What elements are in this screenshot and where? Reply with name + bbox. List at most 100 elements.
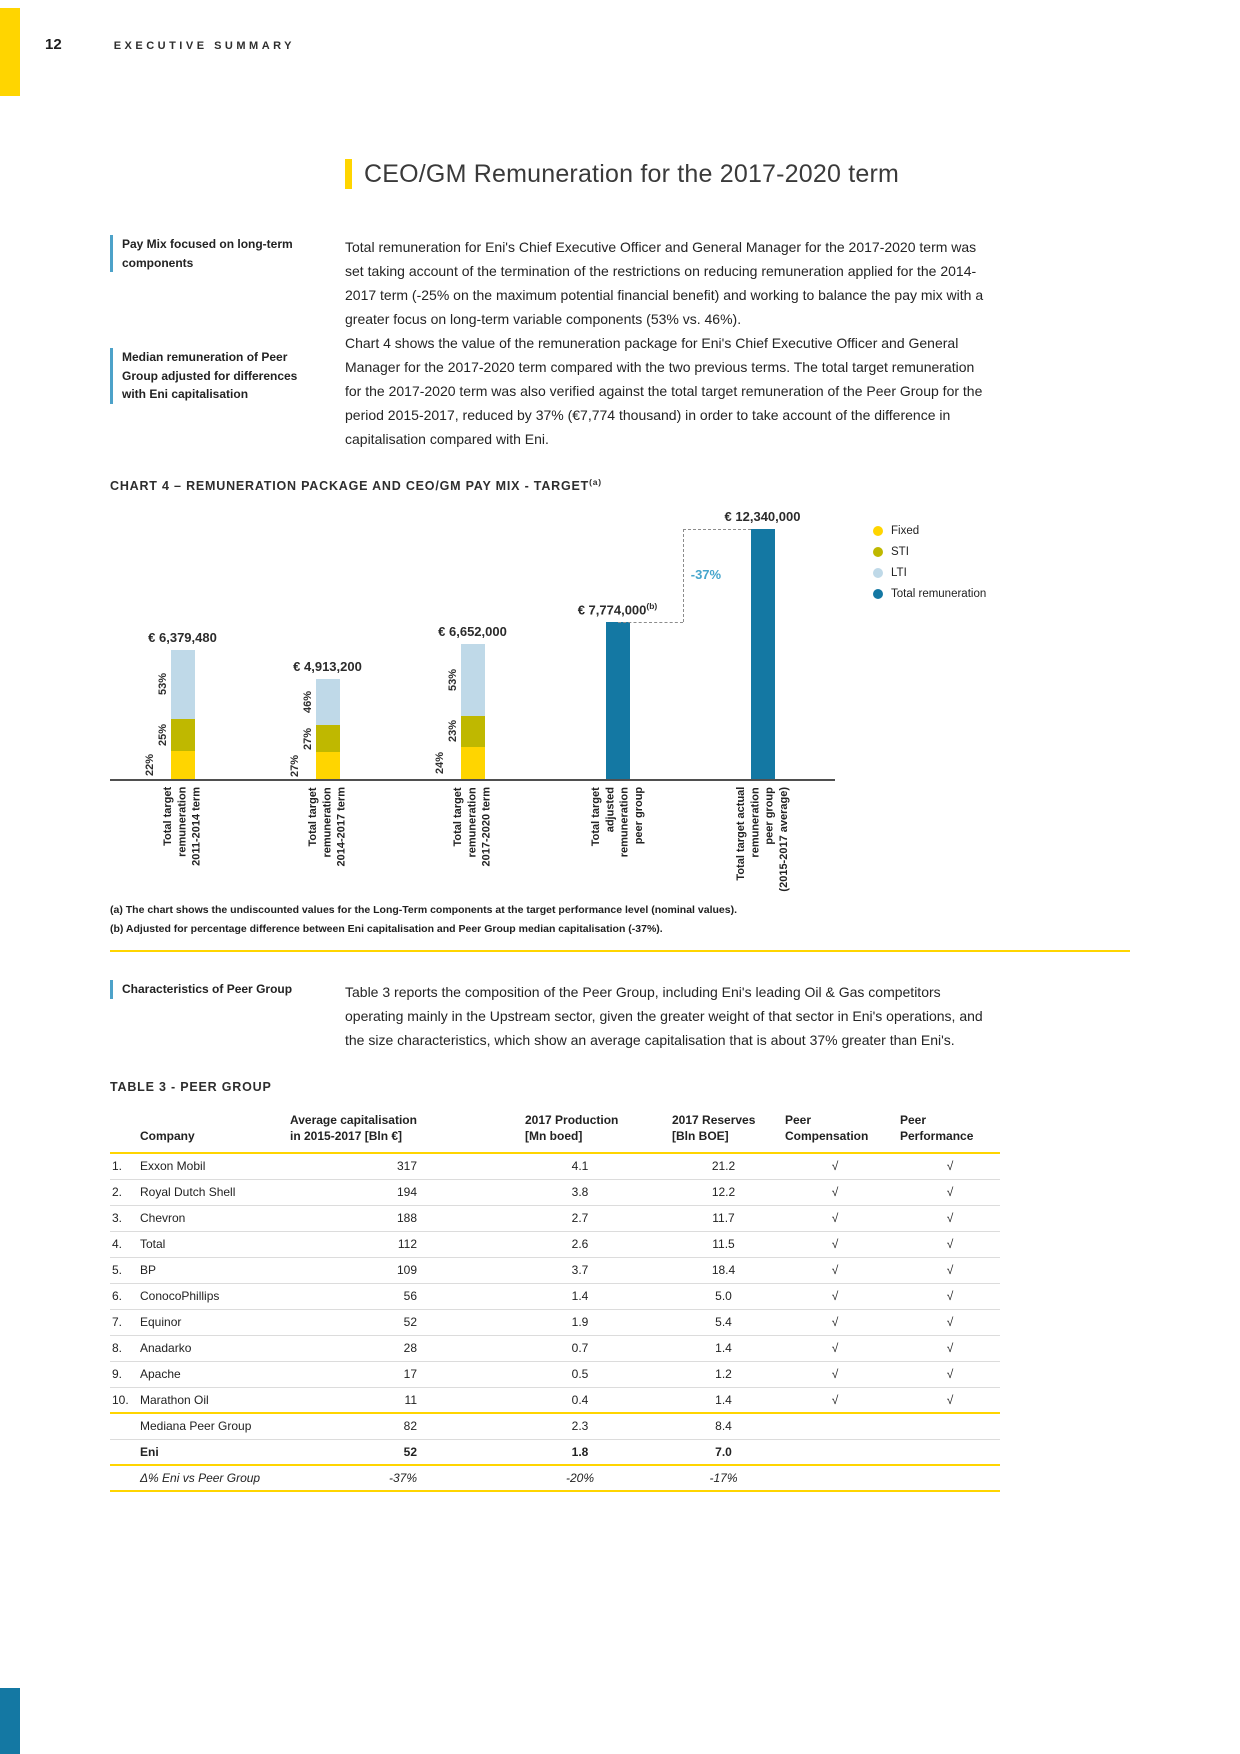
- table-cell: 4.1: [571, 1159, 589, 1174]
- page-title: CEO/GM Remuneration for the 2017-2020 te…: [364, 159, 900, 188]
- sidenote-median-remuneration: Median remuneration of Peer Group adjust…: [110, 348, 320, 404]
- table-cell: 1.8: [571, 1444, 589, 1459]
- chart-heading-footnote-ref: (a): [589, 477, 602, 487]
- table-cell: 11.5: [712, 1237, 735, 1252]
- table-cell: √: [831, 1263, 839, 1278]
- table-cell: 28: [403, 1341, 417, 1356]
- bar-segment-sti: 23%: [447, 715, 485, 747]
- table-row: 10. Marathon Oil 11 0.4 1.4 √ √: [110, 1388, 1000, 1414]
- table-cell: 1.: [112, 1159, 123, 1174]
- peer-group-section: Characteristics of Peer Group Table 3 re…: [110, 979, 1130, 1052]
- footnote-b: (b) Adjusted for percentage difference b…: [110, 922, 663, 935]
- chart-bar-3: € 6,652,000 53% 23% 24%: [400, 503, 545, 780]
- table-row: 2. Royal Dutch Shell 194 3.8 12.2 √ √: [110, 1180, 1000, 1206]
- table-cell: [775, 1450, 885, 1454]
- legend-dot: [873, 526, 883, 537]
- title-block: CEO/GM Remuneration for the 2017-2020 te…: [345, 158, 1130, 190]
- table-cell: 2.3: [571, 1419, 589, 1434]
- table-cell: 2.: [112, 1185, 123, 1200]
- table-cell: √: [831, 1341, 839, 1356]
- bar-segment-fixed: 27%: [289, 752, 340, 780]
- paragraph-2: Chart 4 shows the value of the remunerat…: [345, 335, 983, 447]
- table-cell: -37%: [388, 1470, 417, 1485]
- table-cell: [110, 1424, 140, 1428]
- legend-label: Fixed: [891, 525, 920, 538]
- table-cell: 1.2: [715, 1367, 732, 1382]
- chart-heading: CHART 4 – REMUNERATION PACKAGE AND CEO/G…: [110, 477, 1130, 493]
- table-body: 1. Exxon Mobil 317 4.1 21.2 √ √ 2. Royal Dutch S…: [110, 1154, 1000, 1492]
- table-cell: √: [831, 1367, 839, 1382]
- table-cell: 5.: [112, 1263, 123, 1278]
- segment-percentage-label: 22%: [143, 753, 156, 776]
- bar-segment-lti: 53%: [447, 644, 485, 716]
- table-cell: Apache: [140, 1367, 181, 1382]
- table-cell: 7.0: [715, 1444, 732, 1459]
- table-cell: 0.5: [571, 1367, 589, 1382]
- table-row: 7. Equinor 52 1.9 5.4 √ √: [110, 1310, 1000, 1336]
- table-cell: -17%: [709, 1470, 738, 1485]
- table-cell: √: [946, 1263, 954, 1278]
- sidenote-pay-mix: Pay Mix focused on long-term components: [110, 235, 320, 273]
- table-cell: 12.2: [711, 1185, 736, 1200]
- sidenote-peer-group: Characteristics of Peer Group: [110, 979, 320, 999]
- table-row: Mediana Peer Group 82 2.3 8.4: [110, 1414, 1000, 1440]
- table-cell: √: [831, 1315, 839, 1330]
- table-cell: 1.9: [571, 1315, 589, 1330]
- segment-percentage-label: 24%: [433, 751, 446, 774]
- header-company: Company: [140, 1128, 195, 1143]
- table-cell: [885, 1450, 1000, 1454]
- header-peer-compensation: Peer Compensation: [785, 1112, 869, 1143]
- bar-value-label: € 12,340,000: [724, 509, 801, 525]
- header-2017-production: 2017 Production [Mn boed]: [525, 1112, 619, 1143]
- table-row: 4. Total 112 2.6 11.5 √ √: [110, 1232, 1000, 1258]
- bar: 53% 25% 22%: [144, 650, 195, 780]
- chart-bar-1: € 6,379,480 53% 25% 22%: [110, 503, 255, 780]
- segment-percentage-label: 53%: [446, 668, 459, 691]
- table-cell: 194: [396, 1185, 417, 1200]
- intro-section: Pay Mix focused on long-term components …: [110, 235, 1130, 451]
- table-cell: √: [831, 1289, 839, 1304]
- table-cell: Equinor: [140, 1315, 182, 1330]
- section-divider-rule: [110, 949, 1130, 952]
- bar-value-label: € 6,652,000: [438, 624, 507, 640]
- table-cell: 11: [404, 1392, 417, 1407]
- table-cell: Marathon Oil: [140, 1392, 209, 1407]
- table-row: Eni 52 1.8 7.0: [110, 1440, 1000, 1466]
- table-cell: 18.4: [711, 1263, 736, 1278]
- table-cell: [885, 1476, 1000, 1480]
- table-cell: 8.: [112, 1341, 123, 1356]
- margin-notes: Pay Mix focused on long-term components …: [110, 235, 345, 451]
- table-cell: [775, 1424, 885, 1428]
- table-cell: √: [831, 1392, 839, 1407]
- table-cell: 317: [396, 1159, 417, 1174]
- table-cell: 6.: [112, 1289, 123, 1304]
- table-cell: BP: [140, 1263, 157, 1278]
- segment-percentage-label: 25%: [156, 723, 169, 746]
- table-cell: 4.: [112, 1237, 123, 1252]
- bar-value-label: € 7,774,000(b): [577, 600, 658, 618]
- legend-item-sti: STI: [873, 546, 986, 558]
- table-cell: 52: [403, 1315, 417, 1330]
- table-cell: Eni: [140, 1444, 159, 1459]
- table-cell: Mediana Peer Group: [140, 1419, 252, 1434]
- table-cell: 5.0: [715, 1289, 732, 1304]
- peer-group-table: Company Average capitalisation in 2015-20…: [110, 1108, 1000, 1492]
- table-cell: √: [946, 1392, 954, 1407]
- paragraph-3: Table 3 reports the composition of the P…: [345, 983, 983, 1048]
- table-cell: 5.4: [715, 1315, 732, 1330]
- table-cell: √: [831, 1159, 839, 1174]
- bar-segment-fixed: 22%: [144, 750, 195, 780]
- table-cell: 3.8: [571, 1185, 589, 1200]
- segment-percentage-label: 23%: [446, 720, 459, 743]
- page-content: CEO/GM Remuneration for the 2017-2020 te…: [110, 158, 1130, 1492]
- chart-footnotes: (a) The chart shows the undiscounted val…: [110, 901, 1130, 938]
- table-cell: 7.: [112, 1315, 123, 1330]
- table-cell: 82: [403, 1419, 417, 1434]
- chart-legend: Fixed STI LTI Total remuneration: [873, 525, 986, 600]
- table-cell: √: [946, 1211, 954, 1226]
- page-number: 12: [45, 36, 62, 53]
- table-cell: √: [946, 1289, 954, 1304]
- table-cell: 1.4: [571, 1289, 589, 1304]
- table-cell: 21.2: [711, 1159, 736, 1174]
